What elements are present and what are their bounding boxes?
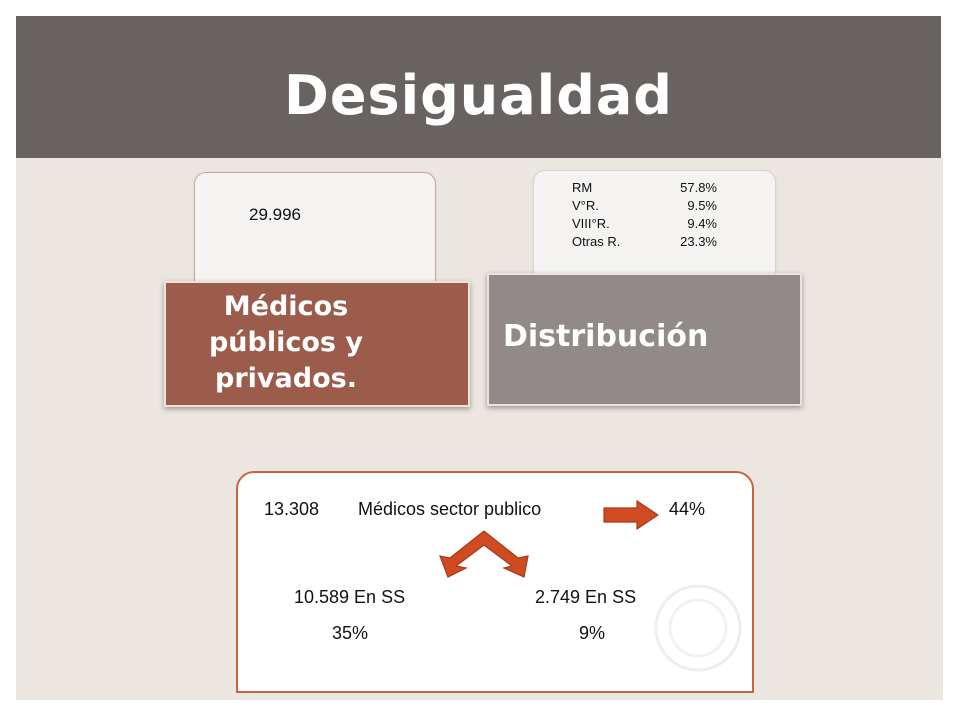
region-name: V°R. — [572, 198, 599, 213]
public-label: Médicos sector publico — [358, 499, 542, 519]
distribution-row: VIII°R. 9.4% — [572, 215, 717, 233]
public-sector-box: 13.308 Médicos sector publico 44% 10.589… — [236, 471, 754, 693]
region-percent: 57.8% — [680, 180, 717, 195]
slide-title: Desigualdad — [284, 64, 673, 127]
distribution-card: RM 57.8% V°R. 9.5% VIII°R. 9.4% Otras R.… — [533, 170, 776, 276]
distribution-row: Otras R. 23.3% — [572, 233, 717, 251]
public-percent: 44% — [669, 499, 706, 519]
region-percent: 23.3% — [680, 234, 717, 249]
right-arrow-icon — [603, 500, 659, 530]
distribution-label-box: Distribución — [487, 273, 802, 406]
distribution-list: RM 57.8% V°R. 9.5% VIII°R. 9.4% Otras R.… — [572, 179, 717, 251]
region-percent: 9.5% — [687, 198, 717, 213]
distribution-row: RM 57.8% — [572, 179, 717, 197]
right-value: 2.749 En SS — [535, 587, 637, 607]
region-percent: 9.4% — [687, 216, 717, 231]
decorative-circles — [654, 584, 742, 672]
region-name: RM — [572, 180, 593, 195]
total-label-box: Médicos públicos y privados. — [164, 281, 470, 407]
left-percent: 35% — [332, 623, 369, 643]
region-name: VIII°R. — [572, 216, 610, 231]
total-card: 29.996 — [194, 172, 436, 286]
left-value: 10.589 En SS — [294, 587, 406, 607]
right-percent: 9% — [579, 623, 606, 643]
distribution-row: V°R. 9.5% — [572, 197, 717, 215]
public-count: 13.308 — [264, 499, 320, 519]
region-name: Otras R. — [572, 234, 621, 249]
total-label: Médicos públicos y privados. — [208, 291, 363, 394]
title-bar: Desigualdad — [16, 16, 941, 158]
distribution-label: Distribución — [503, 319, 709, 354]
split-arrow-icon — [439, 530, 529, 578]
total-value: 29.996 — [249, 205, 301, 224]
